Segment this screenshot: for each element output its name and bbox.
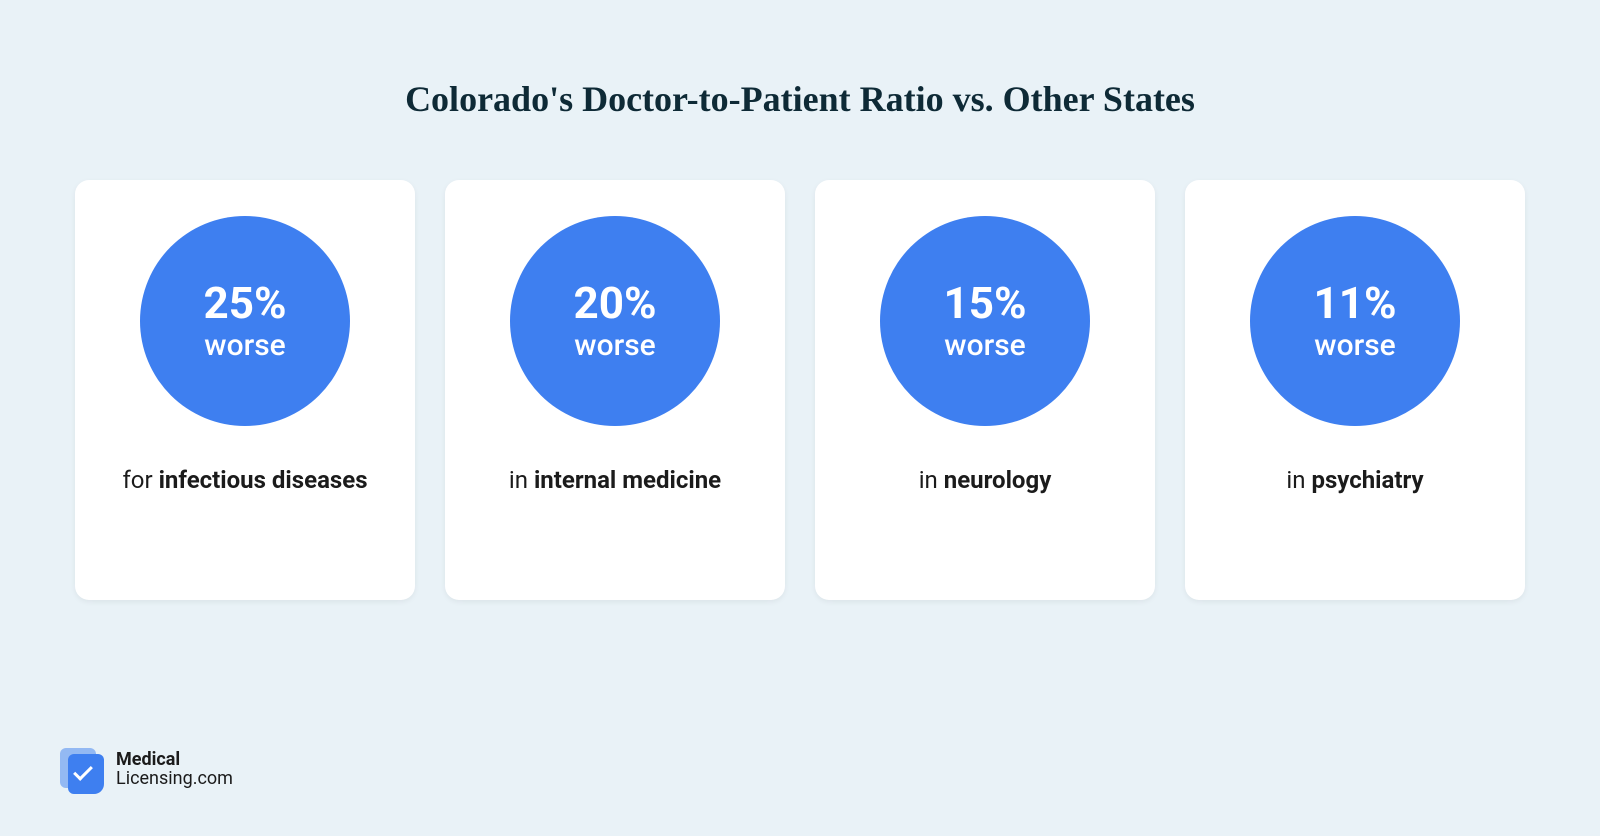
stat-worse-label: worse [1314, 329, 1395, 364]
stat-circle: 25% worse [140, 216, 350, 426]
footer-logo: Medical Licensing.com [60, 748, 233, 792]
stat-worse-label: worse [574, 329, 655, 364]
logo-text: Medical Licensing.com [116, 751, 233, 789]
stat-caption: in internal medicine [509, 464, 721, 496]
stat-card-neurology: 15% worse in neurology [815, 180, 1155, 600]
stat-card-infectious-diseases: 25% worse for infectious diseases [75, 180, 415, 600]
caption-bold: neurology [944, 466, 1052, 494]
stat-card-internal-medicine: 20% worse in internal medicine [445, 180, 785, 600]
infographic-canvas: Colorado's Doctor-to-Patient Ratio vs. O… [0, 0, 1600, 836]
caption-prefix: in [509, 466, 534, 494]
stat-percent: 11% [1313, 278, 1396, 329]
logo-icon [60, 748, 104, 792]
stat-circle: 20% worse [510, 216, 720, 426]
stat-worse-label: worse [944, 329, 1025, 364]
cards-row: 25% worse for infectious diseases 20% wo… [0, 180, 1600, 600]
caption-bold: psychiatry [1311, 466, 1423, 494]
caption-bold: infectious diseases [159, 466, 368, 494]
stat-caption: for infectious diseases [122, 464, 367, 496]
stat-worse-label: worse [204, 329, 285, 364]
stat-circle: 11% worse [1250, 216, 1460, 426]
stat-circle: 15% worse [880, 216, 1090, 426]
caption-prefix: for [122, 466, 158, 494]
stat-caption: in psychiatry [1286, 464, 1423, 496]
page-title: Colorado's Doctor-to-Patient Ratio vs. O… [0, 0, 1600, 120]
stat-percent: 25% [203, 278, 286, 329]
caption-bold: internal medicine [534, 466, 721, 494]
caption-prefix: in [919, 466, 944, 494]
stat-percent: 20% [573, 278, 656, 329]
stat-percent: 15% [943, 278, 1026, 329]
stat-caption: in neurology [919, 464, 1052, 496]
logo-line2: Licensing.com [116, 770, 233, 789]
stat-card-psychiatry: 11% worse in psychiatry [1185, 180, 1525, 600]
caption-prefix: in [1286, 466, 1311, 494]
